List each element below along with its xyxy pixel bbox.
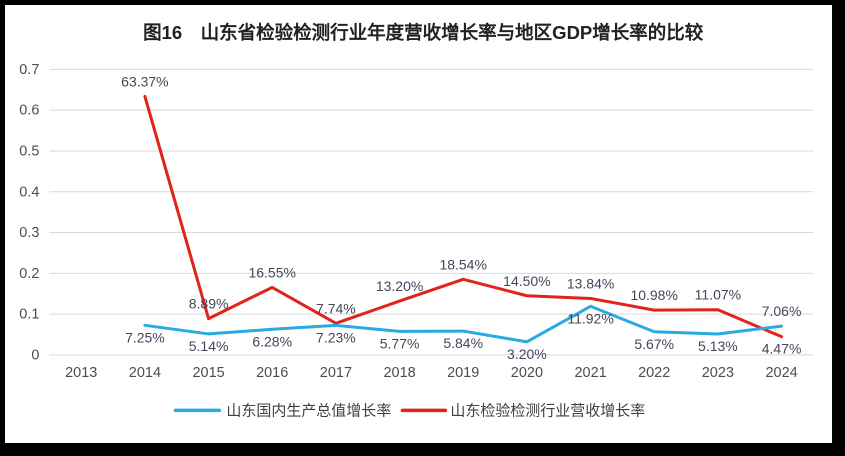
svg-text:8.89%: 8.89% <box>188 295 228 311</box>
svg-text:13.84%: 13.84% <box>566 275 613 291</box>
svg-text:63.37%: 63.37% <box>121 73 168 89</box>
svg-text:2022: 2022 <box>638 364 670 380</box>
svg-text:2018: 2018 <box>383 364 415 380</box>
svg-text:14.50%: 14.50% <box>503 272 550 288</box>
svg-text:2017: 2017 <box>319 364 351 380</box>
svg-text:0.3: 0.3 <box>19 225 39 241</box>
svg-text:2021: 2021 <box>574 364 606 380</box>
svg-text:0.1: 0.1 <box>19 306 39 322</box>
svg-text:5.13%: 5.13% <box>698 338 738 354</box>
svg-text:7.74%: 7.74% <box>316 300 356 316</box>
svg-text:2020: 2020 <box>510 364 542 380</box>
svg-text:2023: 2023 <box>701 364 733 380</box>
svg-text:16.55%: 16.55% <box>248 264 295 280</box>
svg-text:5.77%: 5.77% <box>379 335 419 351</box>
svg-text:山东检验检测行业营收增长率: 山东检验检测行业营收增长率 <box>450 402 645 419</box>
svg-text:0.5: 0.5 <box>19 143 39 159</box>
svg-text:6.28%: 6.28% <box>252 333 292 349</box>
svg-text:7.23%: 7.23% <box>316 329 356 345</box>
svg-text:5.67%: 5.67% <box>634 335 674 351</box>
svg-text:2015: 2015 <box>192 364 224 380</box>
svg-text:0.4: 0.4 <box>19 184 39 200</box>
svg-text:0.2: 0.2 <box>19 265 39 281</box>
svg-text:13.20%: 13.20% <box>375 278 422 294</box>
svg-text:2016: 2016 <box>256 364 288 380</box>
svg-text:10.98%: 10.98% <box>630 287 677 303</box>
svg-text:11.92%: 11.92% <box>567 310 613 326</box>
svg-text:11.07%: 11.07% <box>694 286 740 302</box>
svg-text:0.6: 0.6 <box>19 102 39 118</box>
svg-text:5.14%: 5.14% <box>188 338 228 354</box>
svg-text:7.06%: 7.06% <box>761 303 801 319</box>
svg-text:2014: 2014 <box>128 364 160 380</box>
svg-text:7.25%: 7.25% <box>125 329 165 345</box>
svg-text:0.7: 0.7 <box>19 61 39 77</box>
svg-text:0: 0 <box>31 347 39 363</box>
svg-text:18.54%: 18.54% <box>439 256 486 272</box>
svg-text:3.20%: 3.20% <box>507 345 547 361</box>
svg-text:2013: 2013 <box>65 364 97 380</box>
svg-text:山东国内生产总值增长率: 山东国内生产总值增长率 <box>226 402 391 419</box>
svg-text:4.47%: 4.47% <box>761 340 801 356</box>
svg-text:5.84%: 5.84% <box>443 335 483 351</box>
svg-text:2024: 2024 <box>765 364 797 380</box>
svg-text:2019: 2019 <box>447 364 479 380</box>
